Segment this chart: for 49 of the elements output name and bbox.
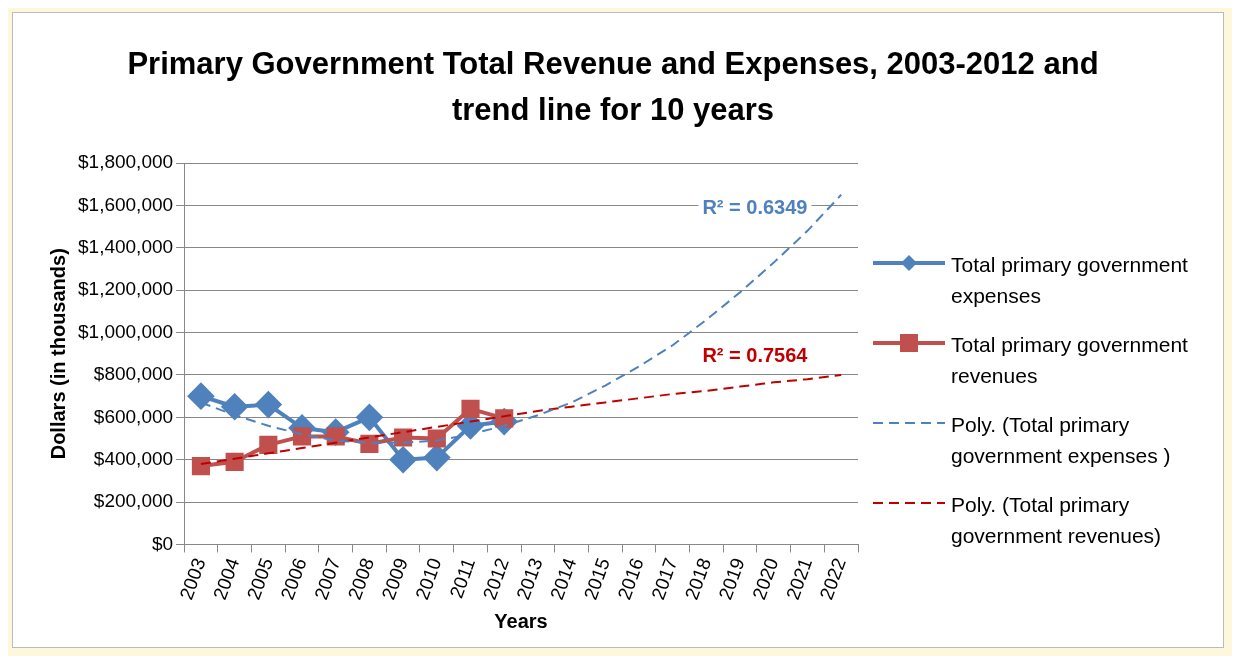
x-tick-label: 2018 — [680, 555, 716, 603]
y-tick-label: $400,000 — [93, 447, 174, 469]
point — [390, 446, 417, 473]
point — [191, 457, 211, 476]
x-axis-title: Years — [494, 609, 548, 632]
x-tick-label: 2017 — [647, 555, 682, 603]
y-tick-label: $1,800,000 — [78, 151, 174, 173]
point — [356, 404, 383, 431]
x-tick-label: 2014 — [546, 554, 581, 603]
x-tick-label: 2022 — [815, 555, 850, 603]
legend-label: Poly. (Total primary government revenues) — [951, 492, 1163, 549]
y-tick-label: $800,000 — [93, 363, 174, 385]
point — [255, 391, 282, 418]
legend-label: Poly. (Total primary government expenses ) — [951, 412, 1172, 469]
x-tick-label: 2007 — [310, 555, 345, 603]
annotation: R² = 0.6349 — [702, 196, 808, 219]
x-tick-label: 2003 — [175, 555, 210, 603]
x-tick-label: 2009 — [377, 555, 412, 603]
y-tick-label: $200,000 — [93, 490, 174, 512]
x-tick-label: 2008 — [343, 555, 379, 603]
x-tick-label: 2021 — [781, 555, 817, 603]
y-tick-label: $1,600,000 — [78, 193, 174, 215]
y-tick-label: $600,000 — [93, 405, 174, 427]
x-tick-label: 2012 — [478, 555, 513, 603]
point — [221, 393, 248, 420]
annotation: R² = 0.7564 — [702, 344, 809, 367]
x-tick-label: 2020 — [748, 555, 783, 603]
x-tick-label: 2010 — [411, 555, 446, 603]
x-tick-label: 2005 — [242, 555, 278, 603]
y-tick-label: $1,200,000 — [78, 278, 174, 300]
y-tick-label: $0 — [151, 532, 174, 554]
point — [187, 383, 214, 410]
y-tick-label: $1,400,000 — [78, 236, 174, 258]
x-tick-label: 2019 — [714, 555, 749, 603]
x-tick-label: 2016 — [613, 555, 648, 603]
x-tick-label: 2011 — [445, 555, 480, 601]
chart-title: Primary Government Total Revenue and Expenses, 2003-2012 and trend line for 10 years — [126, 45, 1100, 129]
x-tick-label: 2006 — [276, 555, 311, 603]
point — [259, 435, 278, 454]
y-axis-title: Dollars (in thousands) — [46, 248, 69, 460]
y-tick-label: $1,000,000 — [78, 320, 174, 342]
x-tick-label: 2013 — [512, 555, 547, 603]
legend-label: Total primary government expenses — [951, 252, 1189, 309]
point — [292, 427, 312, 446]
x-tick-label: 2015 — [579, 555, 614, 603]
x-tick-label: 2004 — [209, 554, 244, 603]
legend-label: Total primary government revenues — [951, 332, 1189, 389]
point — [427, 429, 446, 448]
point — [461, 399, 480, 418]
